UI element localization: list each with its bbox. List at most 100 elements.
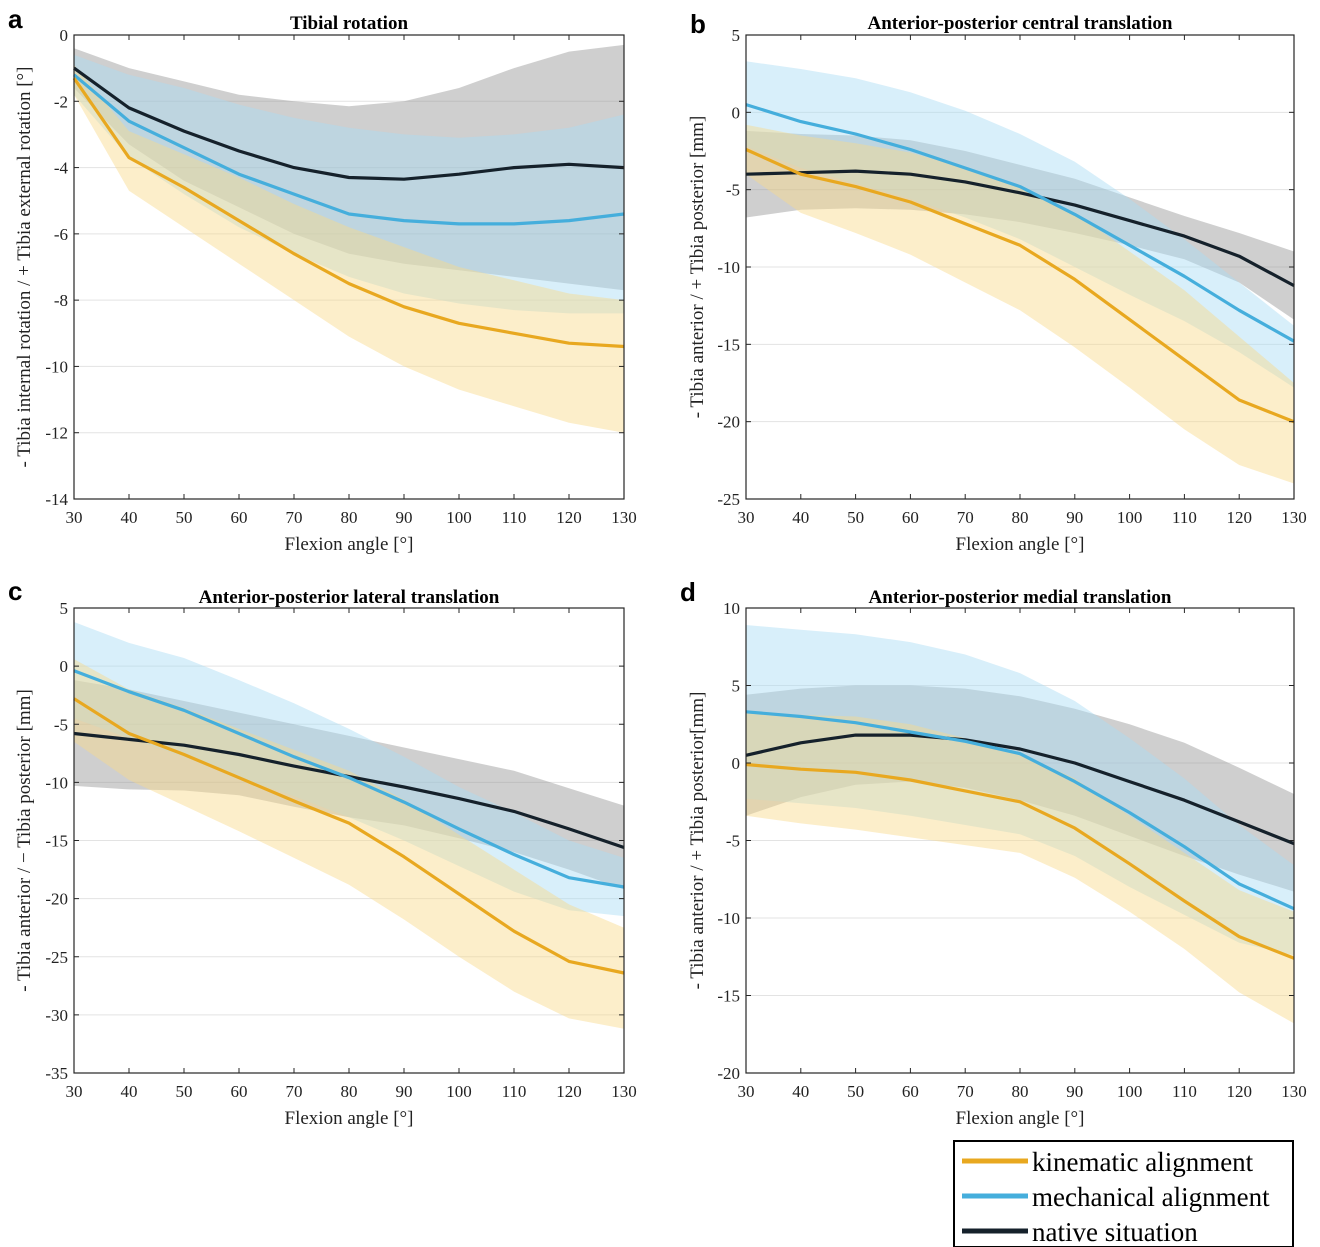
y-tick-label: -30 [45,1006,68,1025]
panel-d-title: Anterior-posterior medial translation [869,587,1172,608]
band-native-a [74,44,624,291]
line-native-b [745,169,1295,288]
y-axis-label: - Tibia internal rotation / + Tibia exte… [14,67,35,468]
x-tick-label: 100 [1117,1082,1143,1101]
x-tick-label: 50 [847,1082,864,1101]
x-tick-label: 130 [1281,508,1307,527]
y-tick-label: -8 [54,291,68,310]
panel-c-title: Anterior-posterior lateral translation [199,587,500,608]
band-native-c [74,680,624,890]
line-kinematic-a [72,77,625,349]
y-tick-label: -25 [45,948,68,967]
y-tick-label: -20 [45,890,68,909]
y-tick-label: 0 [60,657,69,676]
x-axis-label: Flexion angle [°] [285,534,414,555]
band-kinematic-a [74,64,624,433]
x-tick-label: 130 [611,1082,637,1101]
legend: kinematic alignment mechanical alignment… [953,1140,1294,1247]
x-tick-label: 80 [1012,508,1029,527]
x-tick-label: 60 [231,508,248,527]
x-tick-label: 70 [286,1082,303,1101]
x-tick-label: 80 [341,1082,358,1101]
y-tick-label: 5 [732,26,741,45]
legend-label-kinematic: kinematic alignment [1032,1147,1254,1177]
band-kinematic-d [746,713,1294,1024]
y-tick-label: -10 [45,773,68,792]
x-tick-label: 80 [1012,1082,1029,1101]
y-tick-label: -10 [45,357,68,376]
x-axis-label: Flexion angle [°] [285,1108,414,1129]
plot-a: 30 40 50 60 70 80 90 100 110 120 130 0 -2 -4 -6 -8 -10 -1… [14,26,637,555]
x-tick-label: 110 [1172,1082,1197,1101]
x-tick-label: 30 [738,508,755,527]
x-tick-label: 60 [902,1082,919,1101]
y-tick-label: -5 [726,832,740,851]
x-tick-label: 100 [446,1082,472,1101]
y-tick-label: -20 [717,413,740,432]
y-tick-label: -4 [54,159,69,178]
line-mechanical-b [745,103,1295,343]
y-tick-label: -12 [45,424,68,443]
x-tick-label: 50 [176,508,193,527]
x-tick-label: 120 [1226,508,1252,527]
x-tick-label: 120 [1226,1082,1252,1101]
band-native-b [746,130,1294,320]
band-kinematic-b [746,124,1294,484]
line-kinematic-b [745,148,1295,424]
panel-a-title: Tibial rotation [290,13,409,34]
line-mechanical-a [72,73,625,226]
line-native-a [73,66,625,181]
x-tick-label: 60 [902,508,919,527]
y-tick-label: 5 [732,677,741,696]
y-axis-label: - Tibia anterior / + Tibia posterior [mm… [687,116,708,419]
legend-label-native: native situation [1032,1217,1198,1247]
x-tick-label: 110 [1172,508,1197,527]
y-tick-label: -2 [54,92,68,111]
y-tick-label: -6 [54,225,68,244]
x-tick-label: 130 [611,508,637,527]
panel-label-b: b [690,9,706,39]
line-mechanical-d [745,710,1295,911]
plot-c: 30 40 50 60 70 80 90 100 110 120 13050-5-10-15-20-… [14,599,637,1129]
x-tick-label: 90 [1066,1082,1083,1101]
x-tick-label: 100 [1117,508,1143,527]
x-tick-label: 40 [792,1082,809,1101]
y-tick-label: 0 [732,754,741,773]
y-tick-label: -5 [54,715,68,734]
x-tick-label: 110 [502,508,527,527]
y-tick-label: -35 [45,1064,68,1083]
y-tick-label: 5 [60,599,69,618]
x-tick-label: 90 [396,508,413,527]
x-tick-label: 70 [286,508,303,527]
y-tick-label: 0 [60,26,69,45]
x-tick-label: 70 [957,508,974,527]
panel-label-d: d [680,577,696,607]
y-tick-label: -10 [717,258,740,277]
x-tick-label: 120 [556,1082,582,1101]
line-kinematic-c [73,697,625,975]
panel-b-title: Anterior-posterior central translation [868,13,1173,34]
x-tick-label: 80 [341,508,358,527]
panel-label-c: c [8,576,22,606]
x-tick-label: 30 [738,1082,755,1101]
x-tick-label: 50 [176,1082,193,1101]
x-tick-label: 40 [792,508,809,527]
x-tick-label: 130 [1281,1082,1307,1101]
y-tick-label: -15 [717,335,740,354]
x-axis-label: Flexion angle [°] [956,534,1085,555]
legend-label-mechanical: mechanical alignment [1032,1182,1270,1212]
y-tick-label: -10 [717,909,740,928]
x-axis-label: Flexion angle [°] [956,1108,1085,1129]
line-mechanical-c [73,669,625,889]
x-tick-label: 30 [66,1082,83,1101]
x-tick-label: 120 [556,508,582,527]
x-tick-label: 90 [396,1082,413,1101]
band-native-d [746,685,1294,892]
band-mechanical-d [746,625,1294,956]
y-tick-label: 10 [723,599,740,618]
y-tick-label: -25 [717,490,740,509]
y-tick-label: -20 [717,1064,740,1083]
x-tick-label: 70 [957,1082,974,1101]
x-tick-label: 50 [847,508,864,527]
